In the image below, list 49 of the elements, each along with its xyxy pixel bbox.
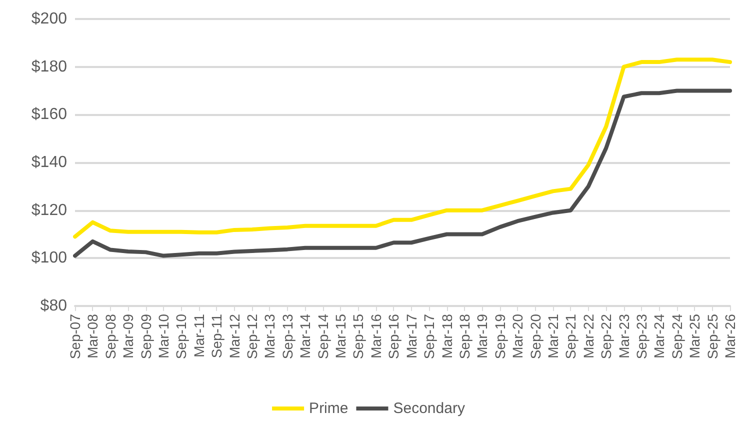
x-tick-label: Mar-26 [722,314,737,358]
x-tick-label: Mar-08 [84,314,101,358]
x-tick-label: Sep-16 [386,314,402,360]
x-tick-label: Sep-08 [102,314,118,360]
y-tick-label: $160 [31,106,68,124]
x-tick-label: Mar-12 [226,314,242,358]
x-tick-label: Mar-09 [120,314,136,358]
x-tick-label: Mar-18 [438,314,455,358]
x-tick-label: Mar-22 [580,314,596,358]
x-tick-label: Mar-14 [297,314,314,358]
x-tick-label: Sep-13 [279,314,296,360]
x-tick-label: Sep-14 [314,314,331,360]
x-tick-label: Mar-20 [510,314,526,358]
y-tick-label: $200 [31,10,68,28]
x-tick-label: Sep-10 [173,314,190,360]
y-tick-label: $140 [31,154,68,171]
x-tick-label: Sep-15 [350,314,366,360]
legend-label: Prime [309,400,348,417]
x-tick-label: Mar-11 [190,314,207,358]
x-tick-label: Sep-20 [527,314,544,360]
x-tick-label: Mar-16 [368,314,384,358]
x-tick-label: Mar-10 [156,314,172,358]
y-tick-label: $100 [31,250,68,267]
x-tick-label: Mar-17 [403,314,420,358]
x-tick-label: Mar-25 [686,314,703,358]
x-tick-label: Mar-23 [616,314,632,358]
x-tick-label: Mar-13 [262,314,278,358]
x-tick-label: Sep-23 [633,314,650,360]
x-tick-label: Sep-09 [138,314,154,360]
line-series [73,58,732,239]
x-tick-label: Sep-21 [562,314,579,360]
x-tick-label: Sep-17 [421,314,438,360]
y-tick-label: $120 [31,202,68,219]
x-tick-label: Mar-24 [651,314,668,358]
x-tick-label: Sep-24 [668,314,685,360]
x-tick-label: Mar-21 [544,314,561,358]
x-tick-label: Sep-07 [67,314,83,360]
x-tick-label: Mar-19 [474,314,490,358]
line-series [73,88,732,258]
legend-label: Secondary [393,400,466,417]
x-tick-label: Sep-18 [456,314,472,360]
x-tick-label: Sep-12 [244,314,260,360]
x-tick-label: Sep-25 [704,314,720,360]
y-tick-label: $80 [40,298,68,314]
x-tick-label: Sep-11 [208,314,225,358]
x-tick-label: Sep-22 [598,314,614,360]
y-tick-label: $180 [31,58,68,76]
x-tick-label: Sep-19 [492,314,508,360]
x-tick-label: Mar-15 [332,314,349,358]
